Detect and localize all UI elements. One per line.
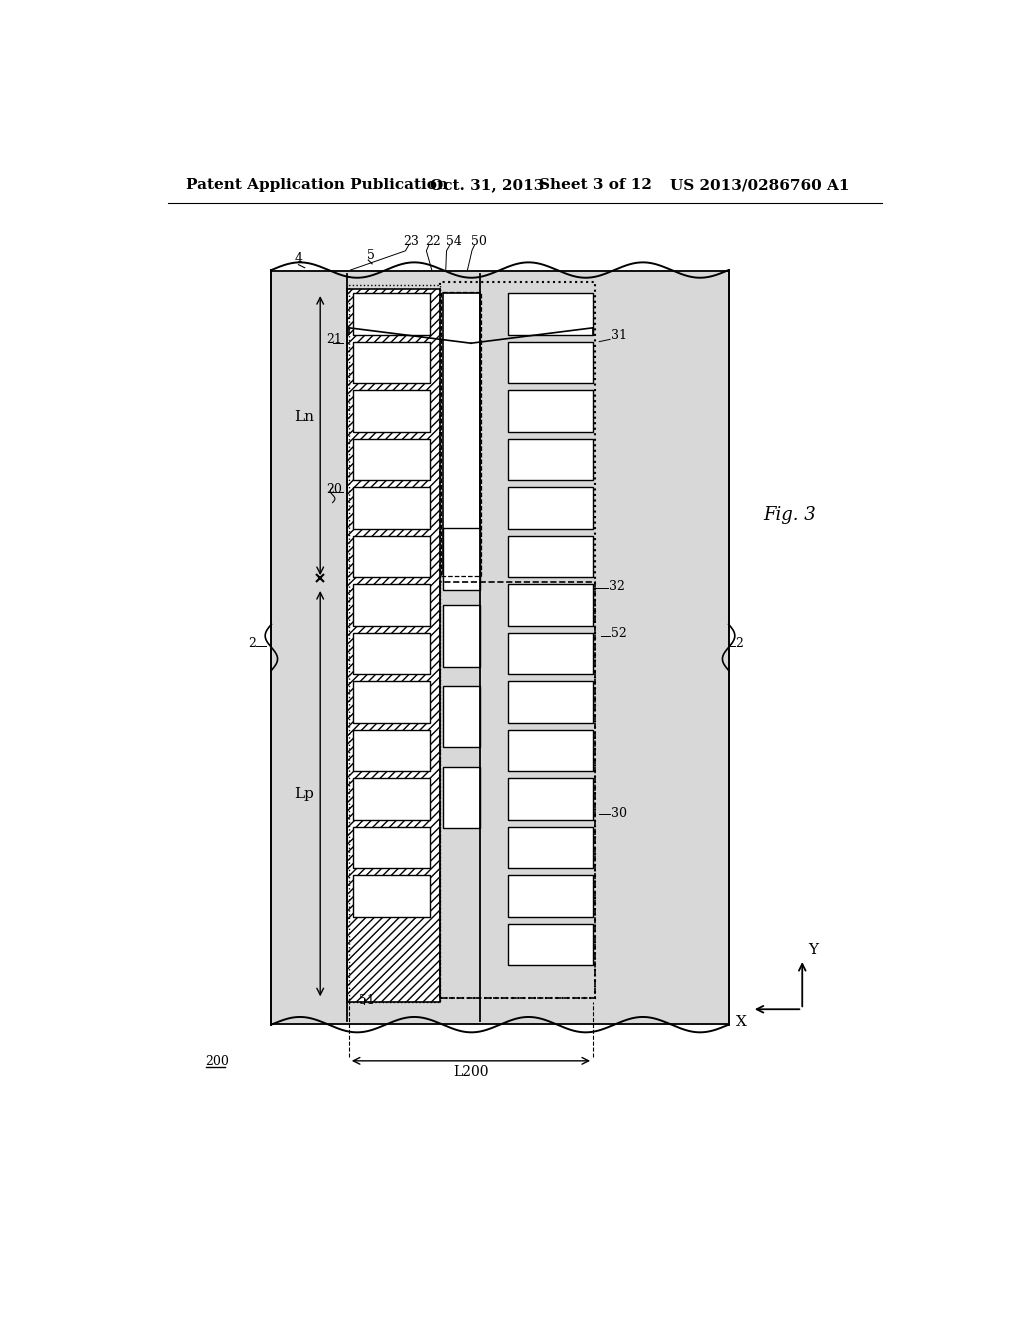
Bar bbox=[352, 875, 430, 917]
Text: 22: 22 bbox=[425, 235, 440, 248]
Text: 54: 54 bbox=[445, 235, 462, 248]
Bar bbox=[352, 779, 430, 820]
Bar bbox=[508, 779, 593, 820]
Text: 51: 51 bbox=[359, 994, 375, 1007]
Bar bbox=[508, 585, 593, 626]
Bar bbox=[442, 686, 480, 747]
Text: L200: L200 bbox=[454, 1065, 488, 1078]
Bar bbox=[442, 528, 480, 590]
Bar bbox=[352, 536, 430, 577]
Text: Ln: Ln bbox=[294, 411, 314, 424]
Bar bbox=[352, 487, 430, 529]
Bar bbox=[508, 730, 593, 771]
Text: Lp: Lp bbox=[294, 787, 314, 801]
Bar bbox=[352, 730, 430, 771]
Text: US 2013/0286760 A1: US 2013/0286760 A1 bbox=[671, 178, 850, 193]
Text: 20: 20 bbox=[327, 483, 342, 496]
Bar bbox=[349, 285, 440, 1002]
Text: 3: 3 bbox=[474, 347, 483, 362]
Bar bbox=[442, 605, 480, 667]
Bar bbox=[440, 281, 595, 998]
Bar bbox=[508, 342, 593, 383]
Bar bbox=[508, 632, 593, 675]
Bar bbox=[508, 438, 593, 480]
Bar bbox=[508, 924, 593, 965]
Bar bbox=[442, 767, 480, 829]
Bar bbox=[352, 681, 430, 723]
Bar bbox=[352, 293, 430, 335]
Text: Sheet 3 of 12: Sheet 3 of 12 bbox=[539, 178, 651, 193]
Bar bbox=[508, 293, 593, 335]
Text: 32: 32 bbox=[608, 579, 625, 593]
Bar bbox=[441, 292, 481, 576]
Text: 4: 4 bbox=[295, 252, 303, 265]
Bar bbox=[442, 293, 480, 574]
Text: Y: Y bbox=[809, 942, 818, 957]
Text: 5: 5 bbox=[367, 248, 375, 261]
Bar bbox=[508, 826, 593, 869]
Text: Patent Application Publication: Patent Application Publication bbox=[186, 178, 449, 193]
Bar bbox=[508, 487, 593, 529]
Bar bbox=[346, 289, 439, 1002]
Bar bbox=[508, 681, 593, 723]
Text: 23: 23 bbox=[403, 235, 419, 248]
Text: 2: 2 bbox=[248, 638, 256, 651]
Bar bbox=[508, 875, 593, 917]
Bar bbox=[352, 391, 430, 432]
Bar bbox=[352, 585, 430, 626]
Text: Fig. 3: Fig. 3 bbox=[764, 507, 816, 524]
Bar bbox=[352, 438, 430, 480]
Bar bbox=[440, 582, 595, 998]
Bar bbox=[352, 632, 430, 675]
Text: 200: 200 bbox=[206, 1055, 229, 1068]
Bar bbox=[271, 271, 729, 1024]
Text: 30: 30 bbox=[611, 807, 627, 820]
Text: Oct. 31, 2013: Oct. 31, 2013 bbox=[430, 178, 545, 193]
Bar bbox=[352, 826, 430, 869]
Text: 31: 31 bbox=[611, 330, 627, 342]
Text: 21: 21 bbox=[327, 333, 342, 346]
Text: 52: 52 bbox=[611, 627, 627, 640]
Bar bbox=[508, 391, 593, 432]
Bar bbox=[508, 536, 593, 577]
Text: 50: 50 bbox=[471, 235, 487, 248]
Bar bbox=[352, 342, 430, 383]
Text: 2: 2 bbox=[735, 638, 742, 651]
Text: X: X bbox=[735, 1015, 746, 1030]
